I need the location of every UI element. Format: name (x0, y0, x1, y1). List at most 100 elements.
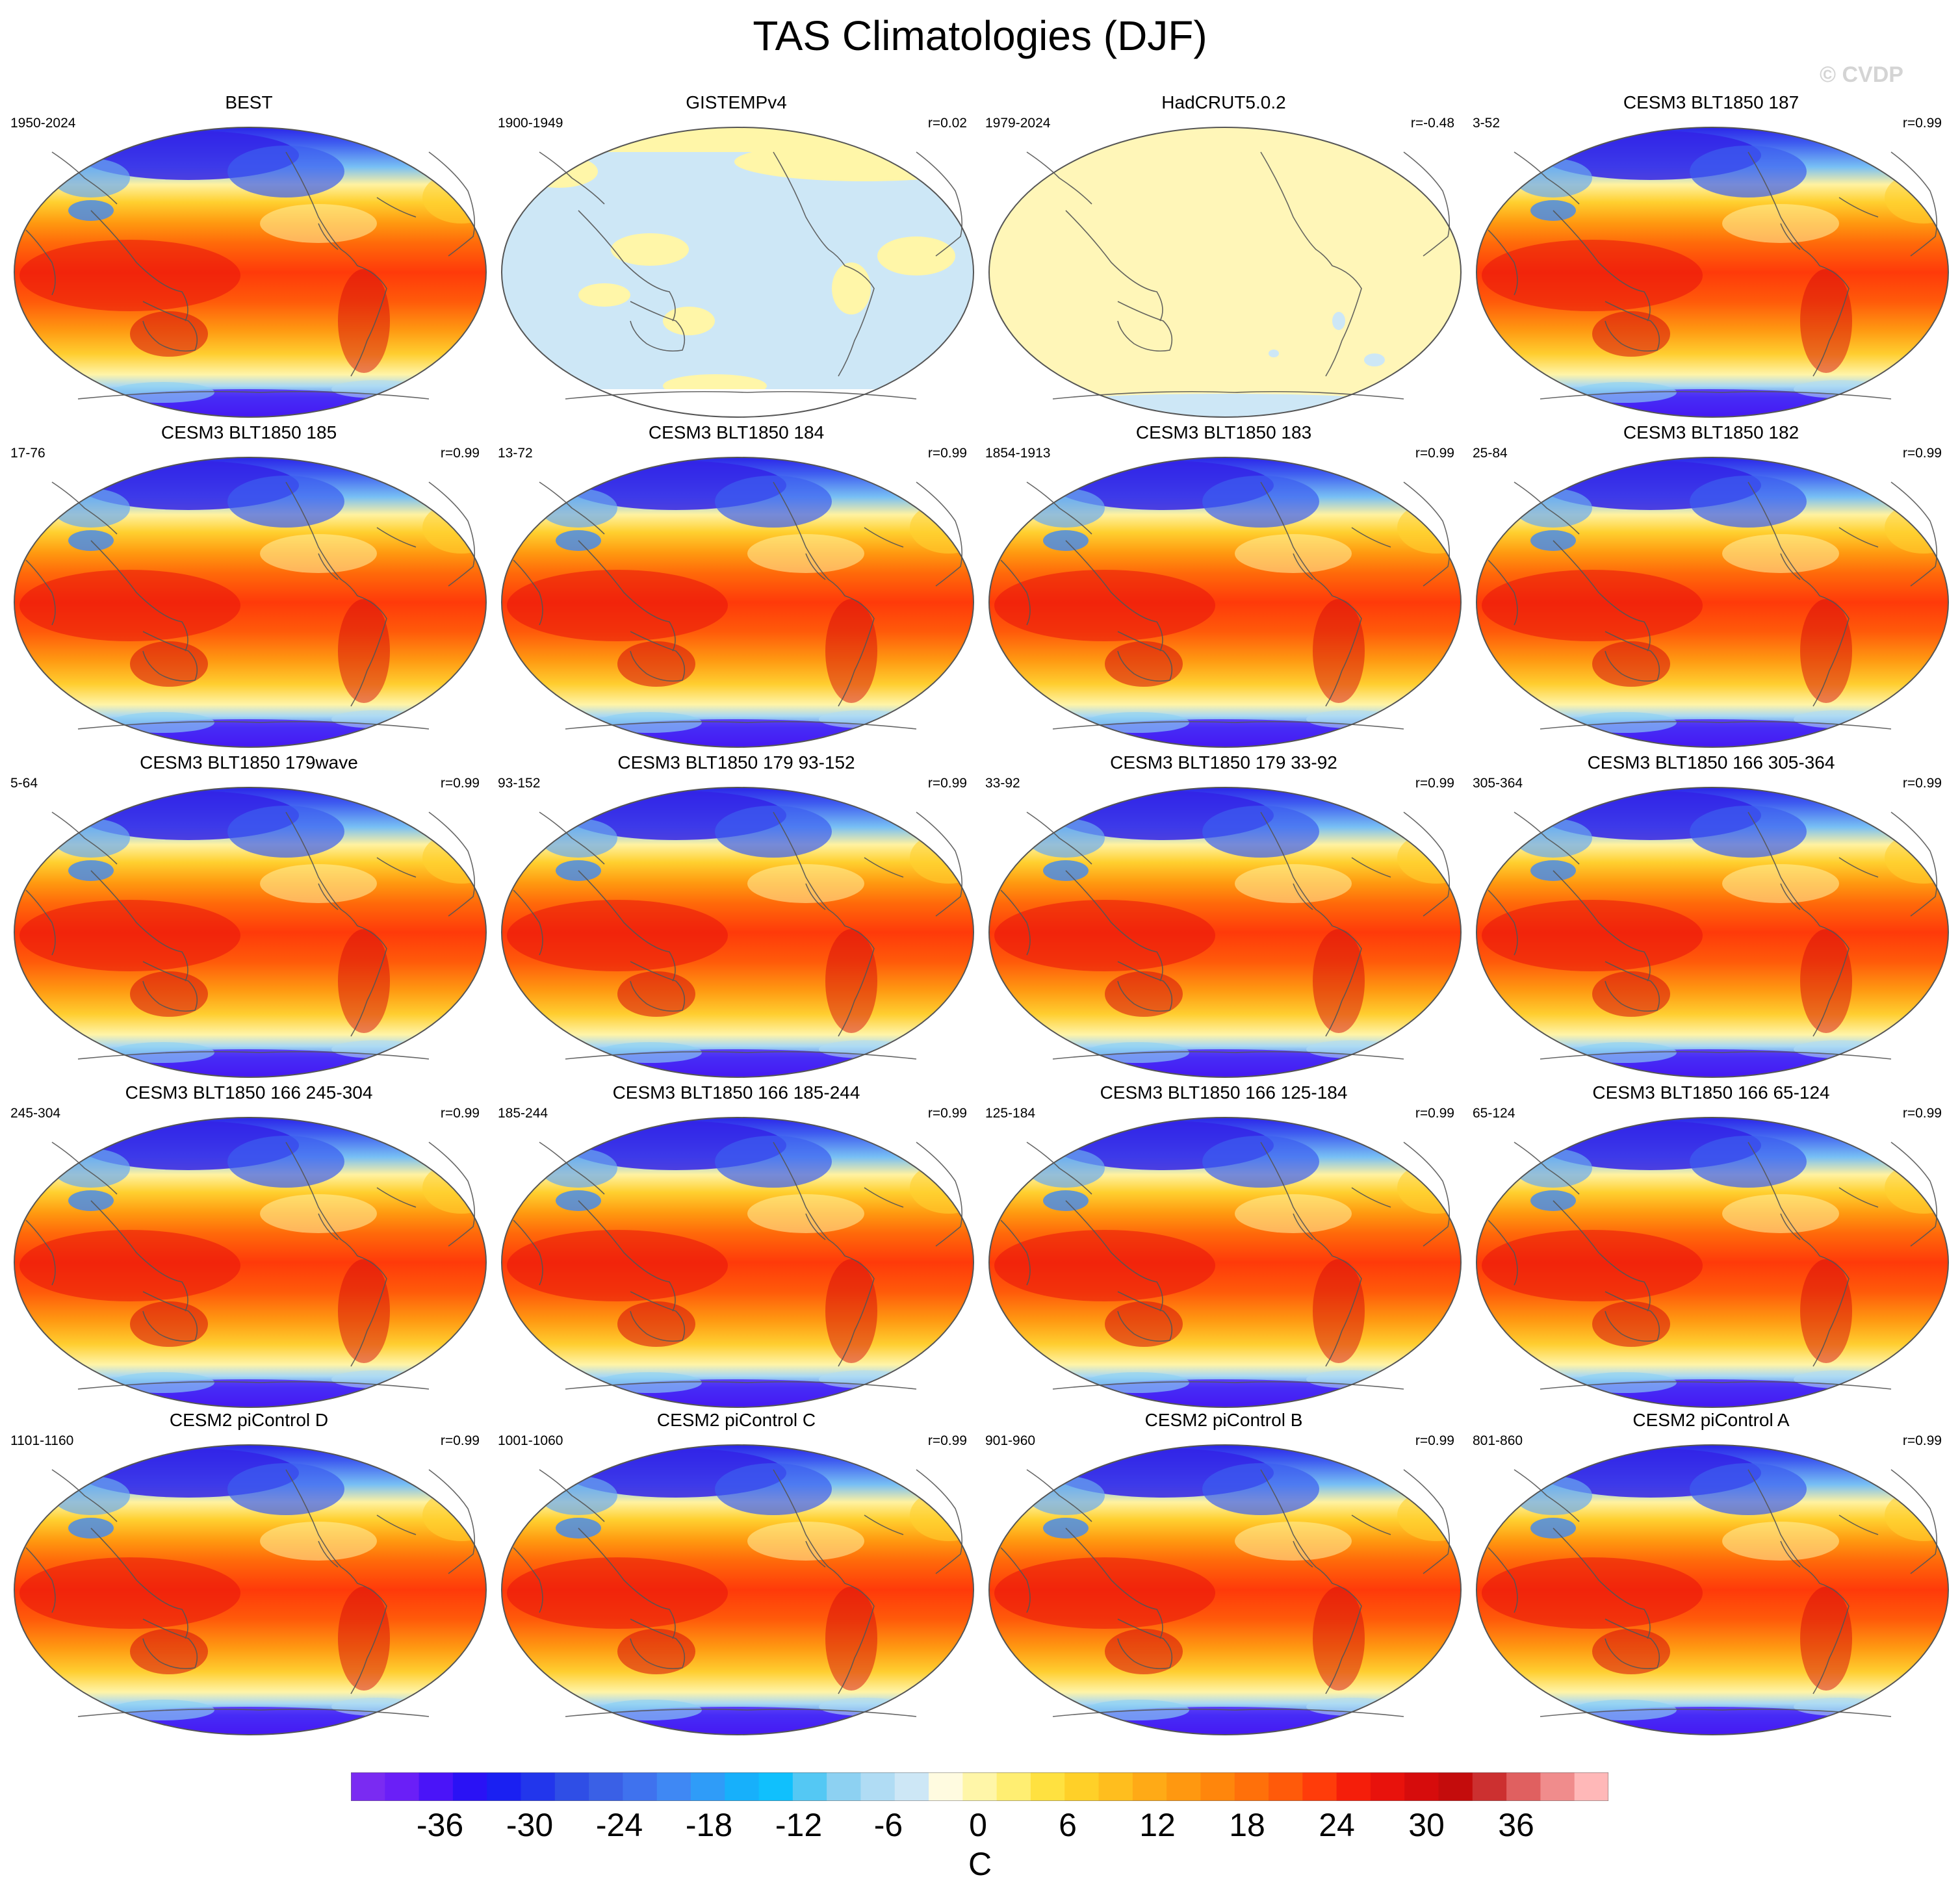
panel-title: CESM3 BLT1850 182 (1623, 422, 1799, 442)
colorbar-swatch (1506, 1772, 1541, 1801)
colorbar-tick-label: -24 (595, 1807, 643, 1843)
map-panel: CESM2 piControl C 1001-1060 r=0.99 (493, 1410, 980, 1738)
panel-title: CESM2 piControl B (1144, 1410, 1303, 1430)
colorbar-swatch (962, 1772, 998, 1801)
colorbar-swatch (1200, 1772, 1235, 1801)
colorbar-swatch (521, 1772, 556, 1801)
colorbar-tick-label: 36 (1498, 1807, 1534, 1843)
colorbar-tick-label: -18 (685, 1807, 733, 1843)
colorbar-swatch (1404, 1772, 1439, 1801)
colorbar-swatch (996, 1772, 1031, 1801)
colorbar-tick-label: 6 (1059, 1807, 1077, 1843)
panel-years: 1950-2024 (10, 116, 76, 131)
colorbar-swatch (1336, 1772, 1371, 1801)
map-panel: CESM3 BLT1850 179 93-152 93-152 r=0.99 (493, 752, 980, 1080)
panel-years: 1979-2024 (985, 116, 1051, 131)
panel-correlation: r=0.99 (1902, 776, 1942, 791)
panel-title: CESM3 BLT1850 179 33-92 (1110, 752, 1337, 773)
robinson-map (14, 457, 487, 748)
colorbar-swatch (1302, 1772, 1337, 1801)
colorbar-swatch (1234, 1772, 1269, 1801)
panel-correlation: r=0.99 (927, 776, 967, 791)
panel-correlation: r=0.99 (440, 446, 480, 461)
panel-years: 93-152 (498, 776, 541, 791)
colorbar-swatch (1167, 1772, 1201, 1801)
map-panel: BEST 1950-2024 (5, 92, 493, 420)
cvdp-watermark: © CVDP (1820, 62, 1903, 87)
robinson-map (14, 1444, 487, 1735)
colorbar-swatch (623, 1772, 658, 1801)
colorbar-tick-label: 30 (1408, 1807, 1445, 1843)
panel-title: BEST (225, 92, 273, 112)
panel-title: CESM3 BLT1850 179wave (140, 752, 358, 773)
colorbar-swatch (894, 1772, 929, 1801)
panel-title: CESM3 BLT1850 166 245-304 (125, 1082, 373, 1103)
panel-years: 25-84 (1473, 446, 1508, 461)
map-panel: CESM2 piControl A 801-860 r=0.99 (1467, 1410, 1955, 1738)
panel-years: 185-244 (498, 1106, 548, 1121)
colorbar-tick-label: -12 (775, 1807, 823, 1843)
map-panel: HadCRUT5.0.2 1979-2024 r=-0.48 (980, 92, 1467, 420)
panel-title: CESM3 BLT1850 166 65-124 (1592, 1082, 1830, 1103)
panel-correlation: r=0.99 (440, 1433, 480, 1448)
map-panel: CESM3 BLT1850 166 65-124 65-124 r=0.99 (1467, 1082, 1955, 1411)
robinson-map (1476, 1117, 1949, 1408)
panel-years: 1101-1160 (10, 1433, 74, 1448)
panel-correlation: r=0.02 (927, 116, 967, 131)
colorbar-swatch (656, 1772, 691, 1801)
robinson-map (988, 1117, 1462, 1408)
panel-years: 245-304 (10, 1106, 61, 1121)
panel-title: CESM2 piControl D (169, 1410, 329, 1430)
panel-years: 305-364 (1473, 776, 1523, 791)
panel-years: 3-52 (1473, 116, 1501, 131)
colorbar-swatch (419, 1772, 454, 1801)
colorbar-swatch (1472, 1772, 1507, 1801)
colorbar-swatch (589, 1772, 623, 1801)
panel-correlation: r=0.99 (1415, 776, 1454, 791)
robinson-map (501, 1444, 974, 1735)
panel-title: CESM3 BLT1850 166 305-364 (1587, 752, 1835, 773)
panel-title: CESM3 BLT1850 183 (1135, 422, 1312, 442)
panel-correlation: r=0.99 (1902, 1106, 1942, 1121)
robinson-map (14, 127, 487, 418)
panel-years: 5-64 (10, 776, 38, 791)
robinson-map (1476, 457, 1949, 748)
colorbar-swatch (452, 1772, 487, 1801)
panel-title: CESM3 BLT1850 166 125-184 (1100, 1082, 1348, 1103)
map-panel: CESM3 BLT1850 179wave 5-64 r=0.99 (5, 752, 493, 1080)
map-panel: CESM3 BLT1850 166 185-244 185-244 r=0.99 (493, 1082, 980, 1411)
panel-title: CESM3 BLT1850 179 93-152 (617, 752, 855, 773)
map-panel: CESM2 piControl D 1101-1160 r=0.99 (5, 1410, 493, 1738)
panel-years: 65-124 (1473, 1106, 1515, 1121)
colorbar-swatch (860, 1772, 896, 1801)
robinson-map (1476, 127, 1949, 418)
panel-years: 13-72 (498, 446, 533, 461)
colorbar-unit-label: C (968, 1846, 992, 1882)
colorbar-swatch (827, 1772, 861, 1801)
colorbar-swatch (1438, 1772, 1473, 1801)
map-panel: CESM3 BLT1850 184 13-72 r=0.99 (493, 422, 980, 750)
panel-title: CESM3 BLT1850 184 (648, 422, 825, 442)
map-panel: CESM3 BLT1850 166 305-364 305-364 r=0.99 (1467, 752, 1955, 1080)
panel-correlation: r=0.99 (927, 1433, 967, 1448)
panel-correlation: r=0.99 (440, 776, 480, 791)
robinson-map (988, 457, 1462, 748)
colorbar-tick-label: -6 (873, 1807, 903, 1843)
panel-title: CESM3 BLT1850 187 (1623, 92, 1799, 112)
panel-correlation: r=-0.48 (1410, 116, 1454, 131)
robinson-map (501, 787, 974, 1078)
robinson-map (501, 1117, 974, 1408)
colorbar-tick-label: 18 (1229, 1807, 1265, 1843)
panel-title: HadCRUT5.0.2 (1161, 92, 1286, 112)
panel-years: 33-92 (985, 776, 1020, 791)
colorbar (351, 1772, 1608, 1801)
panel-years: 901-960 (985, 1433, 1036, 1448)
panel-correlation: r=0.99 (1415, 446, 1454, 461)
colorbar-swatch (929, 1772, 963, 1801)
colorbar-swatch (554, 1772, 589, 1801)
panel-years: 1001-1060 (498, 1433, 563, 1448)
colorbar-swatch (1269, 1772, 1303, 1801)
robinson-map (988, 787, 1462, 1078)
colorbar-swatch (1098, 1772, 1133, 1801)
colorbar-swatch (1370, 1772, 1405, 1801)
